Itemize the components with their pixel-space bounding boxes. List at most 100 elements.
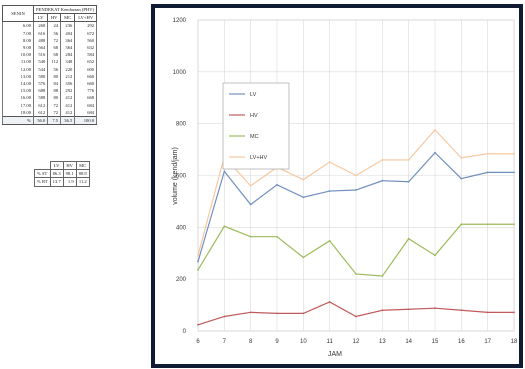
data-point	[249, 184, 252, 187]
summary-column-header: MC	[75, 160, 90, 171]
table-cell: 560	[74, 36, 98, 45]
y-tick-labels: 0 200 400 600 800 1000 1200	[173, 18, 187, 335]
x-tick-label: 9	[275, 339, 279, 345]
time-cell: 17.00	[2, 101, 34, 109]
data-point	[486, 152, 489, 155]
data-point	[355, 315, 357, 318]
data-point	[302, 312, 305, 315]
corner-label: SENIN	[2, 4, 34, 23]
column-header: LV	[32, 13, 49, 23]
table-cell: 364	[60, 44, 76, 52]
table-cell: 13.7	[49, 177, 64, 187]
x-tick-label: 8	[249, 339, 253, 345]
table-cell: 56	[47, 29, 62, 37]
column-header: HV	[47, 13, 62, 23]
table-cell: 268	[33, 21, 49, 30]
table-cell: 412	[60, 108, 76, 117]
data-point	[197, 260, 199, 263]
legend-label: LV+HV	[250, 155, 268, 161]
time-cell: 18.00	[2, 108, 34, 117]
y-tick-label: 1000	[173, 70, 187, 76]
table-row: 11.00 540 112 348 652	[2, 58, 98, 66]
y-axis-title: volume (kend/jam)	[172, 147, 179, 205]
table-cell: 348	[60, 58, 76, 66]
time-cell: 10.00	[2, 51, 34, 59]
x-tick-label: 17	[484, 339, 491, 345]
table-cell: 292	[60, 87, 76, 95]
legend-label: LV	[250, 92, 257, 98]
data-point	[355, 273, 357, 275]
table-cell: 584	[74, 51, 98, 59]
table-cell: 292	[74, 21, 98, 30]
data-point	[276, 183, 278, 186]
table-cell: 112	[47, 58, 62, 66]
table-cell: 88	[47, 87, 62, 95]
x-axis-title: JAM	[328, 351, 342, 358]
time-cell: 16.00	[2, 94, 34, 102]
table-row: 15.00 688 88 292 776	[2, 87, 98, 95]
table-cell: 544	[33, 65, 49, 73]
table-cell: 404	[60, 29, 76, 37]
data-point	[302, 196, 305, 199]
legend: LV HV MC LV+HV	[222, 82, 290, 170]
data-point	[197, 268, 199, 271]
percent-label: %	[2, 116, 34, 126]
data-point	[486, 171, 489, 174]
grid-lines	[197, 19, 515, 332]
table-cell: 540	[33, 58, 49, 66]
table-cell: 776	[74, 87, 98, 95]
table-cell: 56.0	[33, 116, 49, 126]
time-cell: 12.00	[2, 65, 34, 73]
table-cell: 356	[60, 80, 76, 88]
data-point	[302, 256, 305, 259]
table-cell: 88.8	[75, 169, 90, 179]
column-header: MC	[60, 13, 76, 23]
data-point	[381, 309, 384, 312]
table-cell: 7.5	[47, 116, 62, 126]
data-point	[486, 311, 489, 314]
y-tick-label: 0	[183, 329, 187, 335]
data-point	[381, 179, 384, 182]
table-cell: 98.1	[62, 169, 77, 179]
data-point	[223, 315, 226, 318]
table-cell: 412	[60, 101, 76, 109]
table-cell: 72	[47, 108, 62, 117]
chart-frame: 0 200 400 600 800 1000 1200 6 7 8 9 10 11 12 13 14 15 16…	[151, 4, 523, 368]
data-point	[249, 311, 252, 314]
table-cell: 588	[33, 94, 49, 102]
summary-row: % ST 86.3 98.1 88.8	[34, 169, 90, 179]
data-point	[434, 307, 436, 310]
data-point	[513, 311, 515, 314]
y-tick-label: 800	[176, 122, 187, 128]
table-cell: 632	[74, 44, 98, 52]
time-cell: 15.00	[2, 87, 34, 95]
table-cell: 564	[33, 44, 49, 52]
table-cell: 580	[33, 72, 49, 81]
table-row: 18.00 612 72 412 684	[2, 108, 98, 117]
y-tick-label: 400	[176, 225, 187, 231]
time-cell: 11.00	[2, 58, 34, 66]
data-point	[434, 254, 436, 257]
table-cell: 672	[74, 29, 98, 37]
data-point	[407, 237, 410, 240]
x-tick-label: 13	[379, 339, 386, 345]
table-cell: 56	[47, 65, 62, 73]
x-tick-label: 18	[511, 339, 518, 345]
data-point	[249, 235, 252, 238]
table-cell: 80	[47, 94, 62, 102]
line-chart: 0 200 400 600 800 1000 1200 6 7 8 9 10 11 12 13 14 15 16…	[155, 8, 519, 364]
table-cell: 660	[74, 80, 98, 88]
legend-box	[222, 82, 290, 170]
table-cell: 86.3	[49, 169, 64, 179]
x-tick-label: 12	[353, 339, 360, 345]
table-cell: 284	[60, 51, 76, 59]
table-cell: 84	[47, 80, 62, 88]
table-cell: 68	[47, 44, 62, 52]
table-cell: 668	[74, 94, 98, 102]
data-point	[328, 239, 331, 242]
data-sheet: SENIN PENDEKAT Kendaraan (PHV) LV HV MC …	[2, 4, 167, 187]
table-row: 17.00 612 72 412 684	[2, 101, 98, 109]
x-tick-label: 6	[196, 339, 200, 345]
volume-table-body: 6.00 268 24 236 292 7.00 616 56 404 672 8.00 488 72 3…	[2, 21, 98, 117]
summary-row-label: % ST	[34, 169, 51, 179]
